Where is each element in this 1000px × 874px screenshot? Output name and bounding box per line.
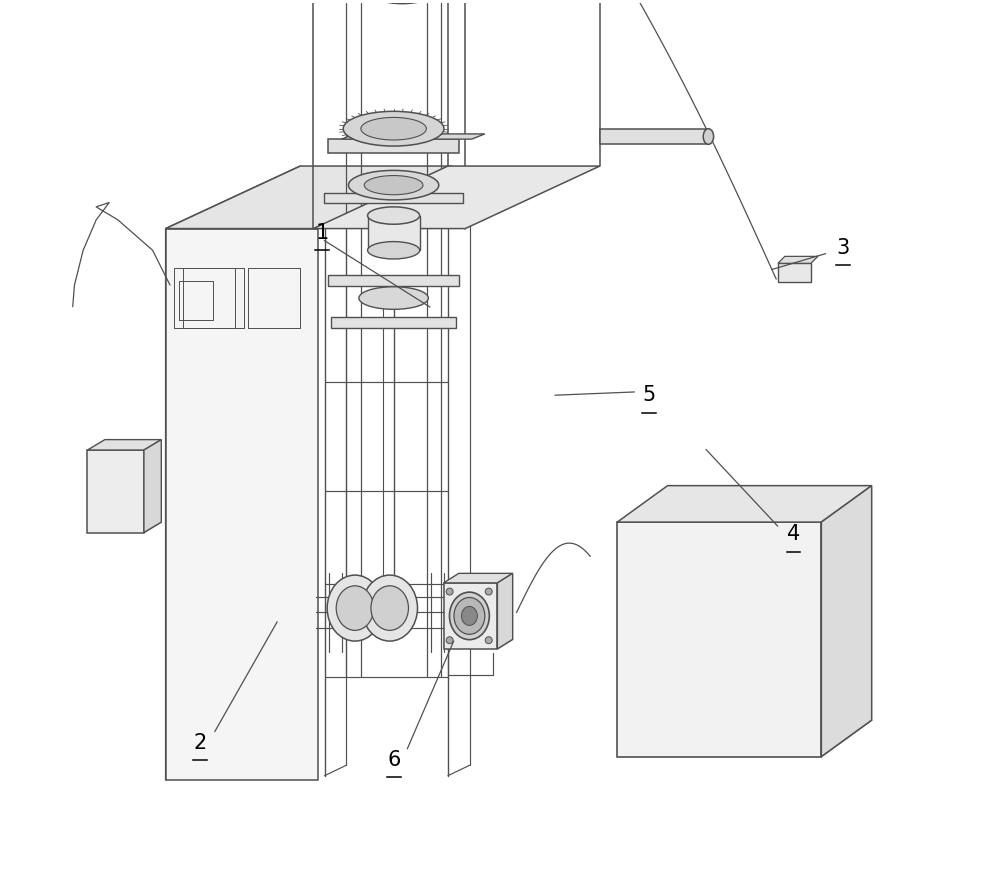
Polygon shape <box>617 486 872 522</box>
Ellipse shape <box>449 593 489 640</box>
Text: 5: 5 <box>643 385 656 406</box>
Circle shape <box>485 637 492 643</box>
Polygon shape <box>144 440 161 532</box>
Polygon shape <box>497 573 513 649</box>
Polygon shape <box>331 317 456 328</box>
Polygon shape <box>166 166 452 229</box>
Ellipse shape <box>327 575 383 642</box>
Polygon shape <box>778 263 811 282</box>
Polygon shape <box>600 128 708 144</box>
Ellipse shape <box>703 128 714 144</box>
Polygon shape <box>444 573 513 583</box>
Polygon shape <box>368 216 420 250</box>
Ellipse shape <box>348 170 439 200</box>
Polygon shape <box>87 440 161 450</box>
Ellipse shape <box>371 586 408 630</box>
Ellipse shape <box>364 176 423 195</box>
Ellipse shape <box>368 207 420 225</box>
Ellipse shape <box>368 241 420 259</box>
Polygon shape <box>328 139 459 153</box>
Polygon shape <box>313 166 600 229</box>
Text: 3: 3 <box>836 238 850 258</box>
Text: 1: 1 <box>315 223 329 243</box>
Polygon shape <box>324 193 463 204</box>
Ellipse shape <box>361 117 426 140</box>
Text: 6: 6 <box>387 750 401 770</box>
Polygon shape <box>778 256 818 263</box>
Text: 2: 2 <box>194 732 207 753</box>
Text: 4: 4 <box>787 524 800 545</box>
Ellipse shape <box>343 111 444 146</box>
Ellipse shape <box>454 598 485 635</box>
Polygon shape <box>166 166 300 780</box>
Ellipse shape <box>359 287 428 309</box>
Polygon shape <box>444 583 497 649</box>
Polygon shape <box>342 134 485 139</box>
Circle shape <box>485 588 492 595</box>
Circle shape <box>446 637 453 643</box>
Ellipse shape <box>336 586 374 630</box>
Polygon shape <box>617 522 821 757</box>
Ellipse shape <box>461 607 477 626</box>
Polygon shape <box>821 486 872 757</box>
Circle shape <box>446 588 453 595</box>
Ellipse shape <box>362 575 417 642</box>
Polygon shape <box>166 229 318 780</box>
Polygon shape <box>328 275 459 286</box>
Ellipse shape <box>369 0 435 3</box>
Polygon shape <box>87 450 144 532</box>
